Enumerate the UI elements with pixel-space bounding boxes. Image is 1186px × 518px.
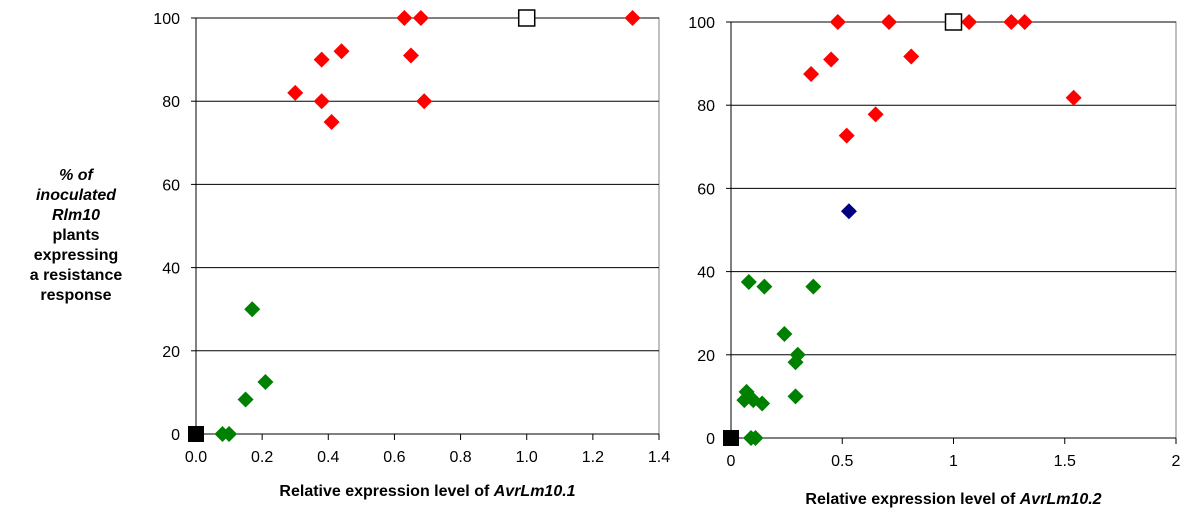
data-point: [803, 66, 820, 82]
data-point: [903, 48, 920, 65]
data-point: [416, 93, 433, 110]
plot-area: [195, 17, 660, 435]
data-point: [756, 278, 773, 295]
chart-1: 0 20 40 60 80 100 0.0 0.2 0.4 0.6 0.8 1.0 1.2 1.4 Rela…: [153, 9, 670, 500]
x-tick-label: 0.8: [449, 449, 471, 466]
data-point: [787, 388, 804, 405]
x-tick-label: 0.6: [383, 449, 405, 466]
data-point: [257, 374, 274, 390]
data-point: [402, 47, 419, 64]
x-tick-label: 1: [949, 453, 958, 470]
data-point: [396, 10, 413, 26]
data-point: [747, 430, 764, 446]
x-tick-label: 1.0: [516, 449, 538, 466]
data-point: [805, 278, 822, 295]
data-point: [961, 14, 978, 30]
data-point: [880, 14, 897, 30]
x-axis-label-gene: AvrLm10.2: [1019, 491, 1102, 508]
y-axis-label-line6: a resistance: [29, 267, 123, 284]
data-point: [323, 114, 340, 130]
x-tick-label: 0.2: [251, 449, 273, 466]
x-axis-label-prefix: Relative expression level of: [279, 483, 493, 500]
x-tick-label: 1.5: [1054, 453, 1076, 470]
data-point: [333, 43, 350, 60]
data-point: [237, 391, 254, 408]
y-axis-label: % of inoculated Rlm10 plants expressing …: [0, 166, 152, 306]
data-point: [313, 51, 330, 68]
y-tick-label: 100: [688, 15, 715, 32]
data-point: [1016, 14, 1033, 30]
data-point: [787, 354, 804, 371]
y-tick-label: 20: [162, 344, 180, 361]
data-point: [740, 274, 757, 290]
data-point: [624, 10, 641, 26]
y-axis-label-line5: expressing: [33, 247, 119, 264]
y-tick-label: 0: [706, 431, 715, 448]
x-axis-label: Relative expression level of AvrLm10.1: [279, 483, 575, 500]
y-tick-label: 40: [697, 265, 715, 282]
x-tick-label: 1.2: [582, 449, 604, 466]
chart-2: 0 20 40 60 80 100 0 0.5 1 1.5 2 Relative expression…: [688, 13, 1181, 508]
data-point: [412, 10, 429, 26]
data-point: [776, 326, 793, 342]
data-point: [1003, 14, 1020, 30]
data-point-square-open: [517, 9, 536, 27]
data-point: [313, 93, 330, 110]
data-point-square-filled: [723, 430, 739, 446]
x-tick-label: 0.0: [185, 449, 207, 466]
y-axis-label-line3: Rlm10: [51, 207, 101, 224]
x-axis-label-prefix: Relative expression level of: [805, 491, 1019, 508]
y-tick-label: 60: [697, 181, 715, 198]
y-tick-label: 20: [697, 348, 715, 365]
data-point: [840, 203, 857, 220]
x-tick-label: 0.4: [317, 449, 339, 466]
x-tick-label: 2: [1172, 453, 1181, 470]
data-point: [244, 301, 261, 318]
x-axis-label: Relative expression level of AvrLm10.2: [805, 491, 1101, 508]
data-point: [736, 392, 753, 409]
x-axis-label-gene: AvrLm10.1: [493, 483, 576, 500]
data-point-square-open: [944, 13, 963, 31]
data-point: [838, 127, 855, 144]
y-axis-label-line7: response: [40, 287, 112, 304]
y-tick-label: 80: [697, 98, 715, 115]
y-tick-label: 100: [153, 11, 180, 28]
y-tick-label: 60: [162, 177, 180, 194]
data-point: [829, 14, 846, 30]
y-axis-label-line4: plants: [52, 227, 100, 244]
data-point: [1065, 89, 1082, 106]
data-point: [867, 106, 884, 123]
data-point: [754, 395, 771, 412]
y-axis-label-line1: % of: [59, 167, 93, 184]
data-point: [221, 426, 238, 442]
x-tick-label: 0.5: [831, 453, 853, 470]
data-point: [823, 51, 840, 68]
plot-area: [730, 21, 1177, 439]
y-tick-label: 0: [171, 427, 180, 444]
x-tick-label: 1.4: [648, 449, 670, 466]
y-tick-label: 40: [162, 261, 180, 278]
x-tick-label: 0: [727, 453, 736, 470]
data-point-square-filled: [188, 426, 204, 442]
y-tick-label: 80: [162, 94, 180, 111]
data-point: [287, 84, 304, 101]
y-axis-label-line2: inoculated: [35, 187, 116, 204]
